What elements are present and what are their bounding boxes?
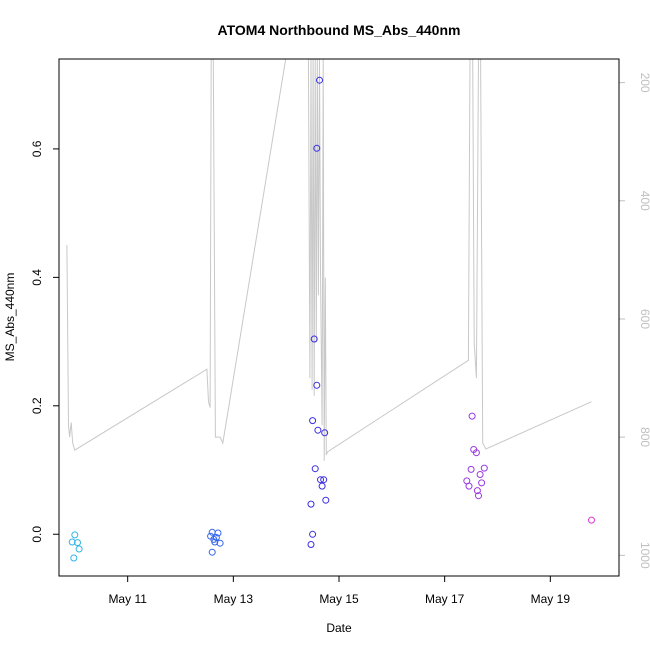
data-point-22 <box>318 482 326 490</box>
data-point-15 <box>310 335 318 343</box>
plot-frame <box>58 58 620 577</box>
x-tick-label-1: May 13 <box>214 592 254 606</box>
data-point-35 <box>475 492 482 500</box>
x-tick-label-2: May 15 <box>319 592 359 606</box>
y-tick-label-1: 0.2 <box>30 397 44 414</box>
depth-line <box>66 59 592 461</box>
data-point-3 <box>75 545 83 553</box>
data-point-16 <box>311 465 319 473</box>
y2-tick-label-3: 800 <box>638 427 650 447</box>
x-tick-label-4: May 19 <box>531 592 571 606</box>
data-point-12 <box>208 548 216 556</box>
data-point-24 <box>321 429 329 437</box>
data-point-25 <box>322 496 330 504</box>
data-point-2 <box>74 539 81 547</box>
data-point-18 <box>313 144 321 152</box>
data-point-26 <box>309 530 317 538</box>
data-point-10 <box>214 529 222 537</box>
data-point-30 <box>467 465 475 473</box>
data-point-9 <box>212 534 220 541</box>
y-tick-label-2: 0.4 <box>30 269 44 286</box>
data-point-1 <box>71 531 79 539</box>
chart-title: ATOM4 Northbound MS_Abs_440nm <box>218 22 461 38</box>
y2-tick-label-0: 200 <box>638 73 650 93</box>
data-point-39 <box>588 516 595 524</box>
data-point-19 <box>314 426 322 434</box>
data-point-21 <box>317 476 324 484</box>
y-axis-label: MS_Abs_440nm <box>3 273 17 362</box>
x-axis-label: Date <box>326 621 352 635</box>
data-point-23 <box>320 476 328 484</box>
data-point-17 <box>313 381 321 389</box>
data-point-8 <box>211 538 219 546</box>
y-tick-label-3: 0.6 <box>30 140 44 157</box>
y2-tick-label-1: 400 <box>638 191 650 211</box>
y2-tick-label-2: 600 <box>638 309 650 329</box>
data-point-33 <box>472 449 480 457</box>
axes-layer: May 11 May 13 May 15 May 17 May 19 0.0 0.2 0.4 0… <box>30 73 650 606</box>
data-point-38 <box>480 464 488 472</box>
data-point-11 <box>216 539 224 547</box>
y2-tick-label-4: 1000 <box>638 542 650 569</box>
data-point-14 <box>309 417 317 425</box>
data-points-layer <box>68 76 595 562</box>
data-point-36 <box>476 471 484 478</box>
data-point-13 <box>307 500 315 508</box>
data-point-0 <box>68 538 76 546</box>
x-tick-label-3: May 17 <box>425 592 465 606</box>
data-point-20 <box>316 76 323 84</box>
data-point-37 <box>478 479 486 487</box>
data-point-31 <box>468 412 476 420</box>
data-point-34 <box>473 487 481 495</box>
data-point-4 <box>70 554 78 562</box>
y-tick-label-0: 0.0 <box>30 526 44 543</box>
depth-line-layer <box>66 59 592 461</box>
data-point-29 <box>465 482 473 490</box>
data-point-27 <box>307 541 315 548</box>
x-tick-label-0: May 11 <box>108 592 147 606</box>
